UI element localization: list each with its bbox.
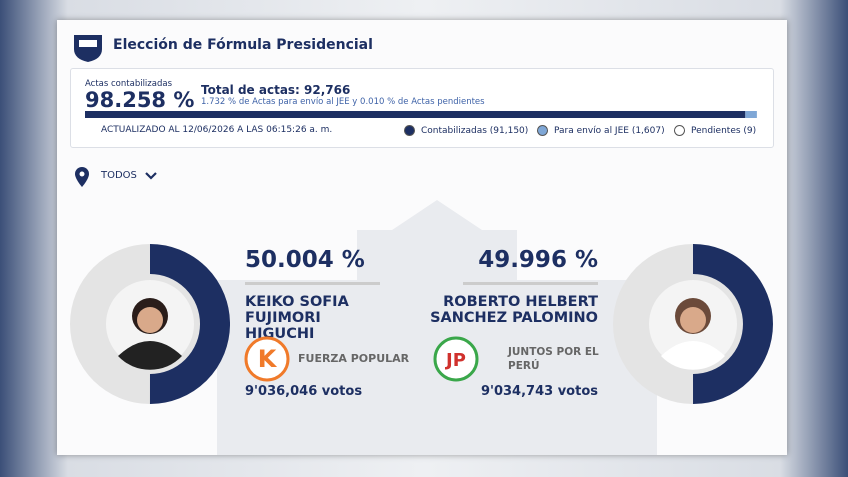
candidate-name: KEIKO SOFIA FUJIMORI HIGUCHI (245, 294, 349, 342)
page-title: Elección de Fórmula Presidencial (113, 37, 373, 53)
dropdown-chevron[interactable] (145, 171, 157, 181)
photo-body (661, 341, 725, 370)
party-logo-text: K (258, 345, 278, 373)
legend-entry: Para envío al JEE (1,607) (554, 126, 665, 136)
photo-face (137, 307, 163, 333)
coat-of-arms (74, 35, 102, 62)
party-name: JUNTOS POR EL PERÚ (508, 346, 599, 372)
counted-label: Actas contabilizadas (85, 79, 172, 89)
summary-box (70, 68, 774, 148)
photo-face (680, 307, 706, 333)
candidate-percent: 49.996 % (478, 247, 598, 273)
note-text: de Actas pendientes (395, 97, 485, 107)
note-text: de Actas para envío al JEE y (236, 97, 361, 107)
donut-segment (149, 244, 230, 404)
donut (613, 244, 773, 404)
filter-label[interactable]: TODOS (101, 170, 137, 181)
candidate-votes: 9'034,743 votos (480, 384, 598, 399)
legend-dot (404, 125, 415, 136)
party-name: FUERZA POPULAR (298, 352, 410, 365)
donut-segment (692, 244, 773, 404)
legend-dot (537, 125, 548, 136)
party-logo-text: JP (444, 350, 466, 371)
divider (245, 282, 380, 285)
jee-percent: 1.732 % (201, 97, 237, 107)
progress-segment (85, 111, 746, 118)
location-icon (75, 167, 89, 187)
total-actas: Total de actas: 92,766 (201, 83, 351, 97)
photo-body (118, 341, 182, 370)
legend-dot (674, 125, 685, 136)
pending-note: 1.732 % de Actas para envío al JEE y 0.0… (201, 97, 485, 107)
updated-time: ACTUALIZADO AL 12/06/2026 A LAS 06:15:26… (101, 125, 333, 135)
candidate-percent: 50.004 % (245, 247, 365, 273)
candidate-votes: 9'036,046 votos (245, 384, 363, 399)
legend-entry: Pendientes (9) (691, 126, 757, 136)
divider (463, 282, 598, 285)
legend-entry: Contabilizadas (91,150) (421, 126, 529, 136)
candidate-name: ROBERTO HELBERT SANCHEZ PALOMINO (430, 294, 598, 326)
party-logo: K (244, 336, 290, 382)
pending-percent: 0.010 % (360, 97, 396, 107)
progress-bar (85, 111, 757, 118)
progress-segment (745, 111, 757, 118)
counted-percent: 98.258 % (85, 88, 195, 112)
donut (70, 244, 230, 404)
party-logo: JP (433, 336, 479, 382)
